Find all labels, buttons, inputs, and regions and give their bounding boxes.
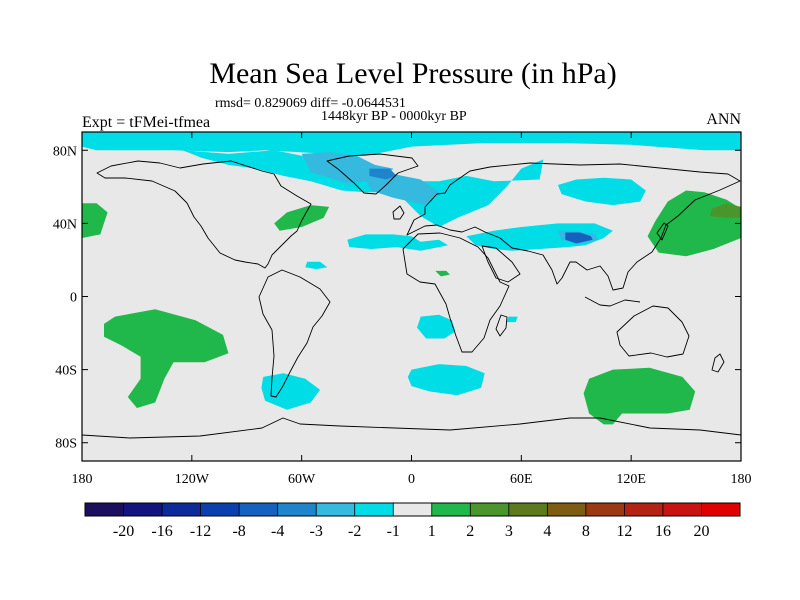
colorbar-swatch <box>162 503 201 516</box>
axis-ticks: 180 120W 60W 0 60E 120E 180 80N 40N 0 40S 80S <box>53 132 752 487</box>
region-mid-atlantic-low <box>347 234 449 251</box>
experiment-label: Expt = tFMei-tfmea <box>82 114 210 131</box>
colorbar-label: -1 <box>387 523 400 540</box>
coastline-north-america <box>96 160 312 269</box>
coastline-eurasia <box>406 162 741 291</box>
colorbar-swatch <box>431 503 471 516</box>
x-tick-label: 120W <box>175 472 210 487</box>
region-indian-ocean-high <box>583 367 696 425</box>
region-south-pacific-low <box>261 373 320 410</box>
region-south-atlantic-low <box>407 364 485 396</box>
colorbar-swatch <box>624 503 664 516</box>
colorbar-swatch <box>85 503 124 516</box>
colorbar-swatch <box>547 503 587 516</box>
region-north-atlantic-high <box>274 205 330 231</box>
colorbar-swatch <box>239 503 279 516</box>
colorbar-label: 4 <box>543 523 551 540</box>
colorbar-label: 1 <box>428 523 436 540</box>
region-south-pacific-high <box>104 309 229 408</box>
colorbar-swatch <box>316 503 356 516</box>
x-tick-label: 180 <box>72 472 93 487</box>
colorbar-swatch <box>508 503 548 516</box>
map-area <box>82 132 741 461</box>
coastline-indonesia <box>584 296 641 307</box>
region-caribbean-low <box>305 261 328 270</box>
region-atlantic-core <box>365 174 439 206</box>
colorbar-label: -2 <box>348 523 361 540</box>
coastline-australia <box>616 305 690 358</box>
colorbar-frame <box>84 502 741 517</box>
stats-text: rmsd= 0.829069 diff= -0.0644531 <box>215 96 406 111</box>
coastline-greenland <box>326 153 419 195</box>
region-africa-high <box>435 270 450 277</box>
y-tick-label: 80N <box>53 144 77 159</box>
coastlines <box>82 153 741 439</box>
region-tibet-inner <box>565 232 593 244</box>
colorbar-label: 3 <box>505 523 513 540</box>
y-tick-label: 0 <box>70 291 77 306</box>
colorbar-swatch <box>354 503 394 516</box>
region-asia-low <box>466 223 613 251</box>
season-label: ANN <box>706 111 741 128</box>
colorbar-label: 16 <box>655 523 671 540</box>
chart-title: Mean Sea Level Pressure (in hPa) <box>209 57 616 90</box>
y-tick-label: 80S <box>55 437 77 452</box>
coastline-madagascar <box>495 314 508 337</box>
colorbar-swatch <box>701 503 741 516</box>
anomaly-regions <box>82 132 741 425</box>
region-central-asia-low <box>557 177 646 206</box>
colorbar-swatch <box>200 503 240 516</box>
colorbar-label: 12 <box>616 523 632 540</box>
colorbar-label: 2 <box>466 523 474 540</box>
coastline-japan <box>656 222 669 241</box>
coastline-uk <box>392 205 405 220</box>
colorbar-swatch <box>393 503 433 516</box>
colorbar-label: -4 <box>271 523 284 540</box>
coastline-south-america <box>258 269 331 398</box>
colorbar-label: -3 <box>310 523 323 540</box>
colorbar-label: 20 <box>693 523 709 540</box>
x-tick-label: 120E <box>616 472 646 487</box>
coastline-new-zealand <box>711 353 725 373</box>
y-tick-label: 40N <box>53 217 77 232</box>
y-tick-label: 40S <box>55 364 77 379</box>
x-tick-label: 60W <box>288 472 316 487</box>
colorbar-swatch <box>277 503 317 516</box>
region-north-pacific-high <box>82 203 108 238</box>
x-tick-label: 180 <box>731 472 752 487</box>
coastline-arabia <box>481 245 521 283</box>
colorbar-label: -12 <box>190 523 211 540</box>
region-north-atlantic-low <box>182 150 544 227</box>
colorbar: -20 -16 -12 -8 -4 -3 -2 -1 1 2 3 4 8 12 16 20 <box>84 502 741 540</box>
x-tick-label: 0 <box>408 472 415 487</box>
region-south-africa-low <box>417 314 456 339</box>
colorbar-label: -16 <box>151 523 172 540</box>
period-text: 1448kyr BP - 0000kyr BP <box>321 109 467 124</box>
coastline-antarctica <box>82 417 741 439</box>
colorbar-label: 8 <box>582 523 590 540</box>
region-east-asia-core <box>709 203 741 218</box>
colorbar-swatch <box>662 503 702 516</box>
colorbar-swatch <box>470 503 510 516</box>
colorbar-label: -8 <box>232 523 245 540</box>
colorbar-label: -20 <box>113 523 134 540</box>
region-madagascar-low <box>506 316 518 323</box>
coastline-africa <box>402 232 510 353</box>
x-tick-label: 60E <box>510 472 533 487</box>
colorbar-swatch <box>585 503 625 516</box>
region-arctic-band <box>82 132 741 156</box>
colorbar-swatch <box>123 503 163 516</box>
region-iceland-core <box>369 168 397 180</box>
